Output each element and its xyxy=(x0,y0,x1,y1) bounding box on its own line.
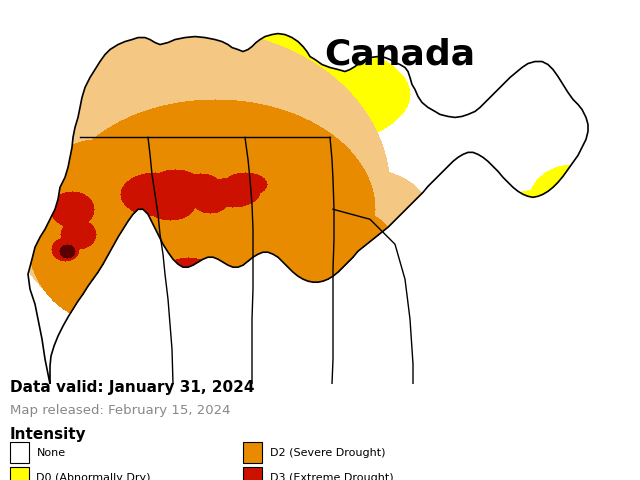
FancyBboxPatch shape xyxy=(243,468,262,480)
Text: Map released: February 15, 2024: Map released: February 15, 2024 xyxy=(10,404,230,417)
FancyBboxPatch shape xyxy=(243,442,262,463)
Text: D2 (Severe Drought): D2 (Severe Drought) xyxy=(270,447,385,457)
Text: Data valid: January 31, 2024: Data valid: January 31, 2024 xyxy=(10,380,254,395)
Text: D3 (Extreme Drought): D3 (Extreme Drought) xyxy=(270,473,394,480)
Text: D0 (Abnormally Dry): D0 (Abnormally Dry) xyxy=(36,473,151,480)
FancyBboxPatch shape xyxy=(10,442,29,463)
Text: None: None xyxy=(36,447,66,457)
Text: Intensity: Intensity xyxy=(10,427,86,442)
Text: Canada: Canada xyxy=(324,37,476,72)
FancyBboxPatch shape xyxy=(10,468,29,480)
